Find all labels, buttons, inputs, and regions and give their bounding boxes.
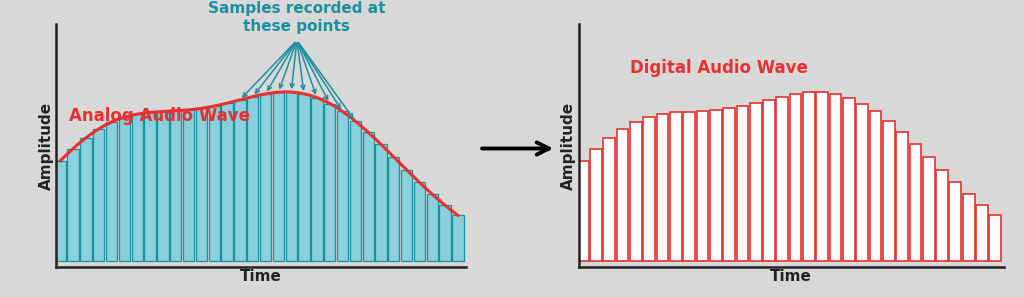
Bar (234, 100, 246, 261)
Bar (362, 132, 374, 261)
Bar (843, 98, 855, 261)
Bar (132, 114, 143, 261)
Bar (105, 122, 118, 261)
Bar (896, 132, 908, 261)
Bar (923, 157, 935, 261)
Bar (144, 113, 156, 261)
Bar (196, 108, 207, 261)
Bar (909, 144, 922, 261)
Bar (577, 161, 589, 261)
Bar (736, 106, 749, 261)
Bar (260, 94, 271, 261)
Bar (221, 103, 232, 261)
Bar (439, 205, 451, 261)
X-axis label: Time: Time (770, 269, 812, 284)
Bar (763, 100, 775, 261)
Bar (68, 148, 79, 261)
Bar (311, 98, 323, 261)
Bar (936, 170, 948, 261)
Text: Analog Audio Wave: Analog Audio Wave (69, 107, 250, 125)
Bar (590, 148, 602, 261)
Bar (829, 94, 842, 261)
Bar (949, 182, 962, 261)
Bar (670, 113, 682, 261)
Bar (869, 111, 882, 261)
Bar (453, 215, 464, 261)
Bar (856, 104, 868, 261)
Bar (790, 94, 802, 261)
Y-axis label: Amplitude: Amplitude (561, 102, 575, 189)
Bar (643, 117, 655, 261)
Bar (616, 129, 629, 261)
Bar (414, 182, 425, 261)
Bar (976, 205, 988, 261)
Bar (401, 170, 413, 261)
Bar (696, 111, 709, 261)
Bar (119, 117, 130, 261)
Bar (247, 97, 258, 261)
Bar (324, 104, 335, 261)
Bar (158, 111, 169, 261)
Bar (80, 138, 91, 261)
X-axis label: Time: Time (241, 269, 282, 284)
Bar (883, 121, 895, 261)
Bar (350, 121, 361, 261)
Bar (750, 103, 762, 261)
Bar (388, 157, 399, 261)
Bar (170, 111, 181, 261)
Bar (723, 108, 735, 261)
Bar (183, 110, 195, 261)
Bar (54, 161, 66, 261)
Bar (427, 194, 438, 261)
Y-axis label: Amplitude: Amplitude (39, 102, 53, 189)
Bar (603, 138, 615, 261)
Bar (803, 92, 815, 261)
Text: Digital Audio Wave: Digital Audio Wave (630, 59, 808, 77)
Bar (683, 111, 695, 261)
Bar (298, 94, 309, 261)
Bar (656, 114, 669, 261)
Bar (209, 106, 220, 261)
Bar (710, 110, 722, 261)
Bar (93, 129, 104, 261)
Bar (337, 111, 348, 261)
Bar (816, 92, 828, 261)
Bar (376, 144, 387, 261)
Bar (776, 97, 788, 261)
Bar (630, 122, 642, 261)
Bar (272, 92, 284, 261)
Bar (989, 215, 1001, 261)
Bar (286, 92, 297, 261)
Bar (963, 194, 975, 261)
Text: Samples recorded at
these points: Samples recorded at these points (208, 1, 386, 34)
